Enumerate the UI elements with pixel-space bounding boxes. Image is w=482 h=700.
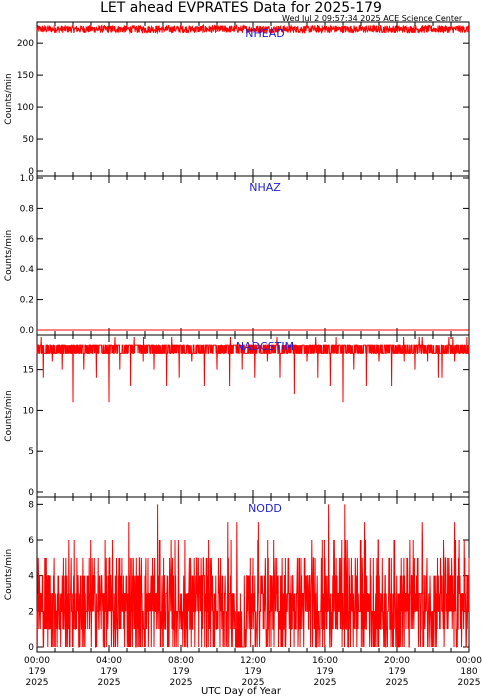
y-tick-label-1-2: 100 [17, 103, 34, 113]
y-tick-label-2-1: 0.2 [20, 296, 34, 306]
y-tick-label-2-3: 0.6 [20, 235, 35, 245]
x-tick-label-3-1: 12:00 [240, 656, 266, 666]
panel-title-3: NADCSTIM [236, 340, 294, 353]
y-tick-label-4-1: 2 [28, 607, 34, 617]
y-tick-label-3-2: 10 [23, 406, 35, 416]
x-tick-label-2-2: 179 [172, 667, 189, 677]
x-tick-label-0-3: 2025 [26, 678, 49, 688]
x-tick-label-5-2: 179 [388, 667, 405, 677]
x-tick-label-6-1: 00:00 [456, 656, 482, 666]
x-tick-label-4-2: 179 [316, 667, 333, 677]
y-axis-label-1: Counts/min [4, 73, 14, 124]
x-tick-label-1-3: 2025 [98, 678, 121, 688]
y-tick-label-1-0: 0 [28, 167, 34, 177]
x-tick-label-5-3: 2025 [386, 678, 409, 688]
x-tick-label-6-3: 2025 [458, 678, 481, 688]
x-tick-label-1-1: 04:00 [96, 656, 122, 666]
y-tick-label-4-4: 8 [28, 500, 34, 510]
panel-title-4: NODD [248, 502, 282, 515]
y-axis-label-3: Counts/min [4, 390, 14, 441]
panel-frame-1 [36, 21, 470, 177]
y-tick-label-1-4: 200 [17, 39, 34, 49]
x-tick-label-3-3: 2025 [242, 678, 265, 688]
x-tick-label-1-2: 179 [100, 667, 117, 677]
y-tick-label-1-3: 150 [17, 71, 34, 81]
panel-title-1: NHEAD [245, 27, 284, 40]
x-tick-label-3-2: 179 [244, 667, 261, 677]
y-tick-label-3-0: 0 [28, 488, 34, 498]
x-tick-label-4-1: 16:00 [312, 656, 338, 666]
y-tick-label-2-4: 0.8 [20, 204, 35, 214]
x-tick-label-5-1: 20:00 [384, 656, 410, 666]
x-axis-title: UTC Day of Year [201, 686, 281, 697]
y-tick-label-3-3: 15 [23, 366, 34, 376]
chart-title: LET ahead EVPRATES Data for 2025-179 [100, 0, 382, 16]
x-tick-label-4-3: 2025 [314, 678, 337, 688]
x-tick-label-6-2: 180 [460, 667, 477, 677]
x-tick-label-0-1: 00:00 [24, 656, 50, 666]
y-axis-label-2: Counts/min [4, 230, 14, 281]
timestamp: Wed Jul 2 09:57:34 2025 ACE Science Cent… [282, 14, 463, 23]
series-line-1 [36, 23, 470, 35]
series-line-4 [36, 504, 470, 648]
y-axis-label-4: Counts/min [4, 549, 14, 600]
x-tick-label-2-1: 08:00 [168, 656, 194, 666]
y-tick-label-4-0: 0 [28, 643, 34, 653]
y-tick-label-4-2: 4 [28, 572, 34, 582]
y-tick-label-3-1: 5 [28, 447, 34, 457]
y-tick-label-1-1: 50 [23, 135, 35, 145]
y-tick-label-2-2: 0.4 [20, 265, 35, 275]
y-tick-label-2-0: 0.0 [20, 326, 35, 336]
y-tick-label-2-5: 1.0 [20, 174, 35, 184]
x-tick-label-0-2: 179 [28, 667, 45, 677]
panel-title-2: NHAZ [249, 181, 281, 194]
y-tick-label-4-3: 6 [28, 536, 34, 546]
panel-frame-2 [36, 175, 470, 336]
x-tick-label-2-3: 2025 [170, 678, 193, 688]
series-line-3 [36, 336, 470, 403]
